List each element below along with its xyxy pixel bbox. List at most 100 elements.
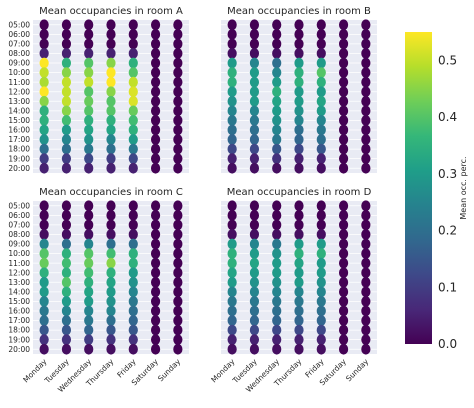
data-point xyxy=(316,286,326,298)
data-point xyxy=(227,296,237,307)
data-point xyxy=(106,324,116,336)
data-point xyxy=(227,153,237,165)
data-point xyxy=(84,95,94,107)
y-tick-label: 15:00 xyxy=(8,297,30,306)
data-point xyxy=(128,38,138,50)
data-point xyxy=(61,115,72,126)
data-point xyxy=(249,334,260,346)
data-point xyxy=(294,153,304,165)
y-tick-label: 13:00 xyxy=(8,278,30,287)
data-point xyxy=(39,257,49,269)
data-point xyxy=(249,38,260,50)
data-point xyxy=(227,124,237,136)
data-point xyxy=(272,257,282,269)
y-tick-label: 11:00 xyxy=(8,78,30,87)
data-point xyxy=(227,305,237,317)
data-point xyxy=(84,229,94,240)
data-point xyxy=(61,105,72,117)
data-point xyxy=(249,76,260,88)
data-point xyxy=(39,315,49,326)
data-point xyxy=(128,286,138,298)
data-point xyxy=(249,257,260,269)
data-point xyxy=(338,257,349,269)
data-point xyxy=(272,95,282,107)
y-tick-label: 18:00 xyxy=(8,326,30,335)
data-point xyxy=(173,334,183,346)
data-point xyxy=(272,38,282,50)
data-point xyxy=(361,143,371,155)
data-point xyxy=(128,209,138,221)
data-point xyxy=(84,19,94,31)
data-point xyxy=(294,334,304,346)
data-point xyxy=(338,57,349,69)
data-point xyxy=(150,38,161,50)
data-point xyxy=(316,248,326,259)
data-point xyxy=(61,248,72,259)
data-point xyxy=(272,267,282,279)
data-point xyxy=(61,209,72,221)
data-point xyxy=(150,238,161,250)
data-point xyxy=(272,286,282,298)
data-point xyxy=(39,305,49,317)
y-tick-label: 08:00 xyxy=(8,49,30,58)
data-point xyxy=(338,343,349,355)
data-point xyxy=(249,305,260,317)
y-tick-label: 07:00 xyxy=(8,40,30,49)
data-point xyxy=(316,48,326,59)
data-point xyxy=(84,38,94,50)
data-point xyxy=(61,38,72,50)
data-point xyxy=(249,124,260,136)
data-point xyxy=(128,267,138,279)
data-point xyxy=(338,276,349,288)
data-point xyxy=(294,76,304,88)
data-point xyxy=(316,257,326,269)
data-point xyxy=(249,238,260,250)
data-point xyxy=(227,143,237,155)
data-point xyxy=(249,248,260,259)
x-tick-label: Sunday xyxy=(344,357,371,384)
data-point xyxy=(106,86,116,98)
data-point xyxy=(61,315,72,326)
data-point xyxy=(173,28,183,40)
data-point xyxy=(272,296,282,307)
data-point xyxy=(361,48,371,59)
data-point xyxy=(338,86,349,98)
data-point xyxy=(361,267,371,279)
data-point xyxy=(61,57,72,69)
data-point xyxy=(316,19,326,31)
data-point xyxy=(84,143,94,155)
data-point xyxy=(173,86,183,98)
data-point xyxy=(106,105,116,117)
y-tick-label: 12:00 xyxy=(8,87,30,96)
data-point xyxy=(61,124,72,136)
data-point xyxy=(173,257,183,269)
data-point xyxy=(84,28,94,40)
data-point xyxy=(106,238,116,250)
data-point xyxy=(294,38,304,50)
data-point xyxy=(128,95,138,107)
data-point xyxy=(272,209,282,221)
data-point xyxy=(128,324,138,336)
y-tick-label: 09:00 xyxy=(8,59,30,68)
data-point xyxy=(150,76,161,88)
data-point xyxy=(227,57,237,69)
data-point xyxy=(173,229,183,240)
data-point xyxy=(150,153,161,165)
data-point xyxy=(173,248,183,259)
data-point xyxy=(128,67,138,78)
data-point xyxy=(361,315,371,326)
data-point xyxy=(316,238,326,250)
data-point xyxy=(361,343,371,355)
data-point xyxy=(106,134,116,145)
data-point xyxy=(84,305,94,317)
data-point xyxy=(272,219,282,231)
data-point xyxy=(150,324,161,336)
data-point xyxy=(361,209,371,221)
data-point xyxy=(361,86,371,98)
data-point xyxy=(272,134,282,145)
data-point xyxy=(39,229,49,240)
data-point xyxy=(227,267,237,279)
data-point xyxy=(173,153,183,165)
data-point xyxy=(106,267,116,279)
data-point xyxy=(106,38,116,50)
